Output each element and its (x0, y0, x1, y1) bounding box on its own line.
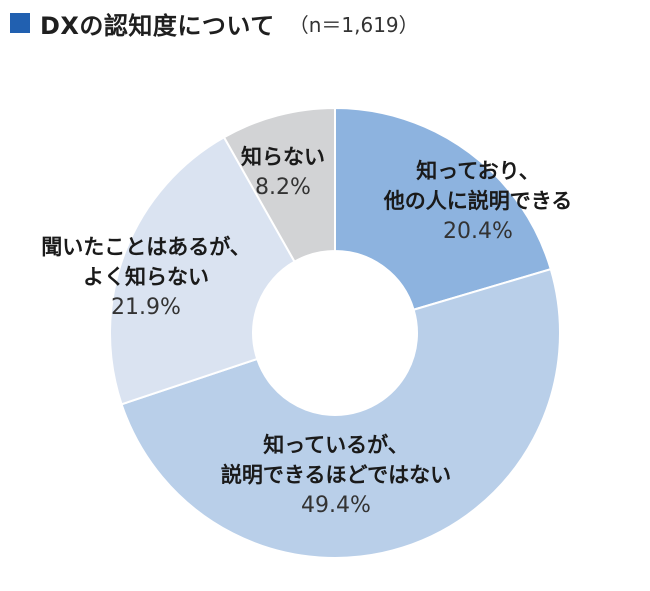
sample-size-note: （n＝1,619） (288, 12, 419, 37)
slice-value-do-not-know: 8.2% (255, 175, 311, 200)
chart-title: DXの認知度について (40, 11, 275, 40)
slice-value-know-cannot-explain: 49.4% (301, 493, 371, 518)
slice-label-do-not-know: 知らない (241, 145, 325, 169)
title-marker-square (10, 13, 30, 33)
slice-label-know-cannot-explain: 知っているが、説明できるほどではない (221, 433, 451, 487)
slice-know-cannot-explain (120, 267, 561, 559)
slice-can-explain (334, 106, 552, 311)
slice-label-can-explain: 知っており、他の人に説明できる (383, 159, 573, 213)
slice-heard-not-know (109, 135, 296, 406)
slice-value-can-explain: 20.4% (443, 219, 513, 244)
slice-label-heard-not-know: 聞いたことはあるが、よく知らない (41, 235, 251, 289)
slice-do-not-know (222, 106, 336, 264)
slice-value-heard-not-know: 21.9% (111, 295, 181, 320)
chart-title-row: DXの認知度について （n＝1,619） (10, 6, 419, 40)
